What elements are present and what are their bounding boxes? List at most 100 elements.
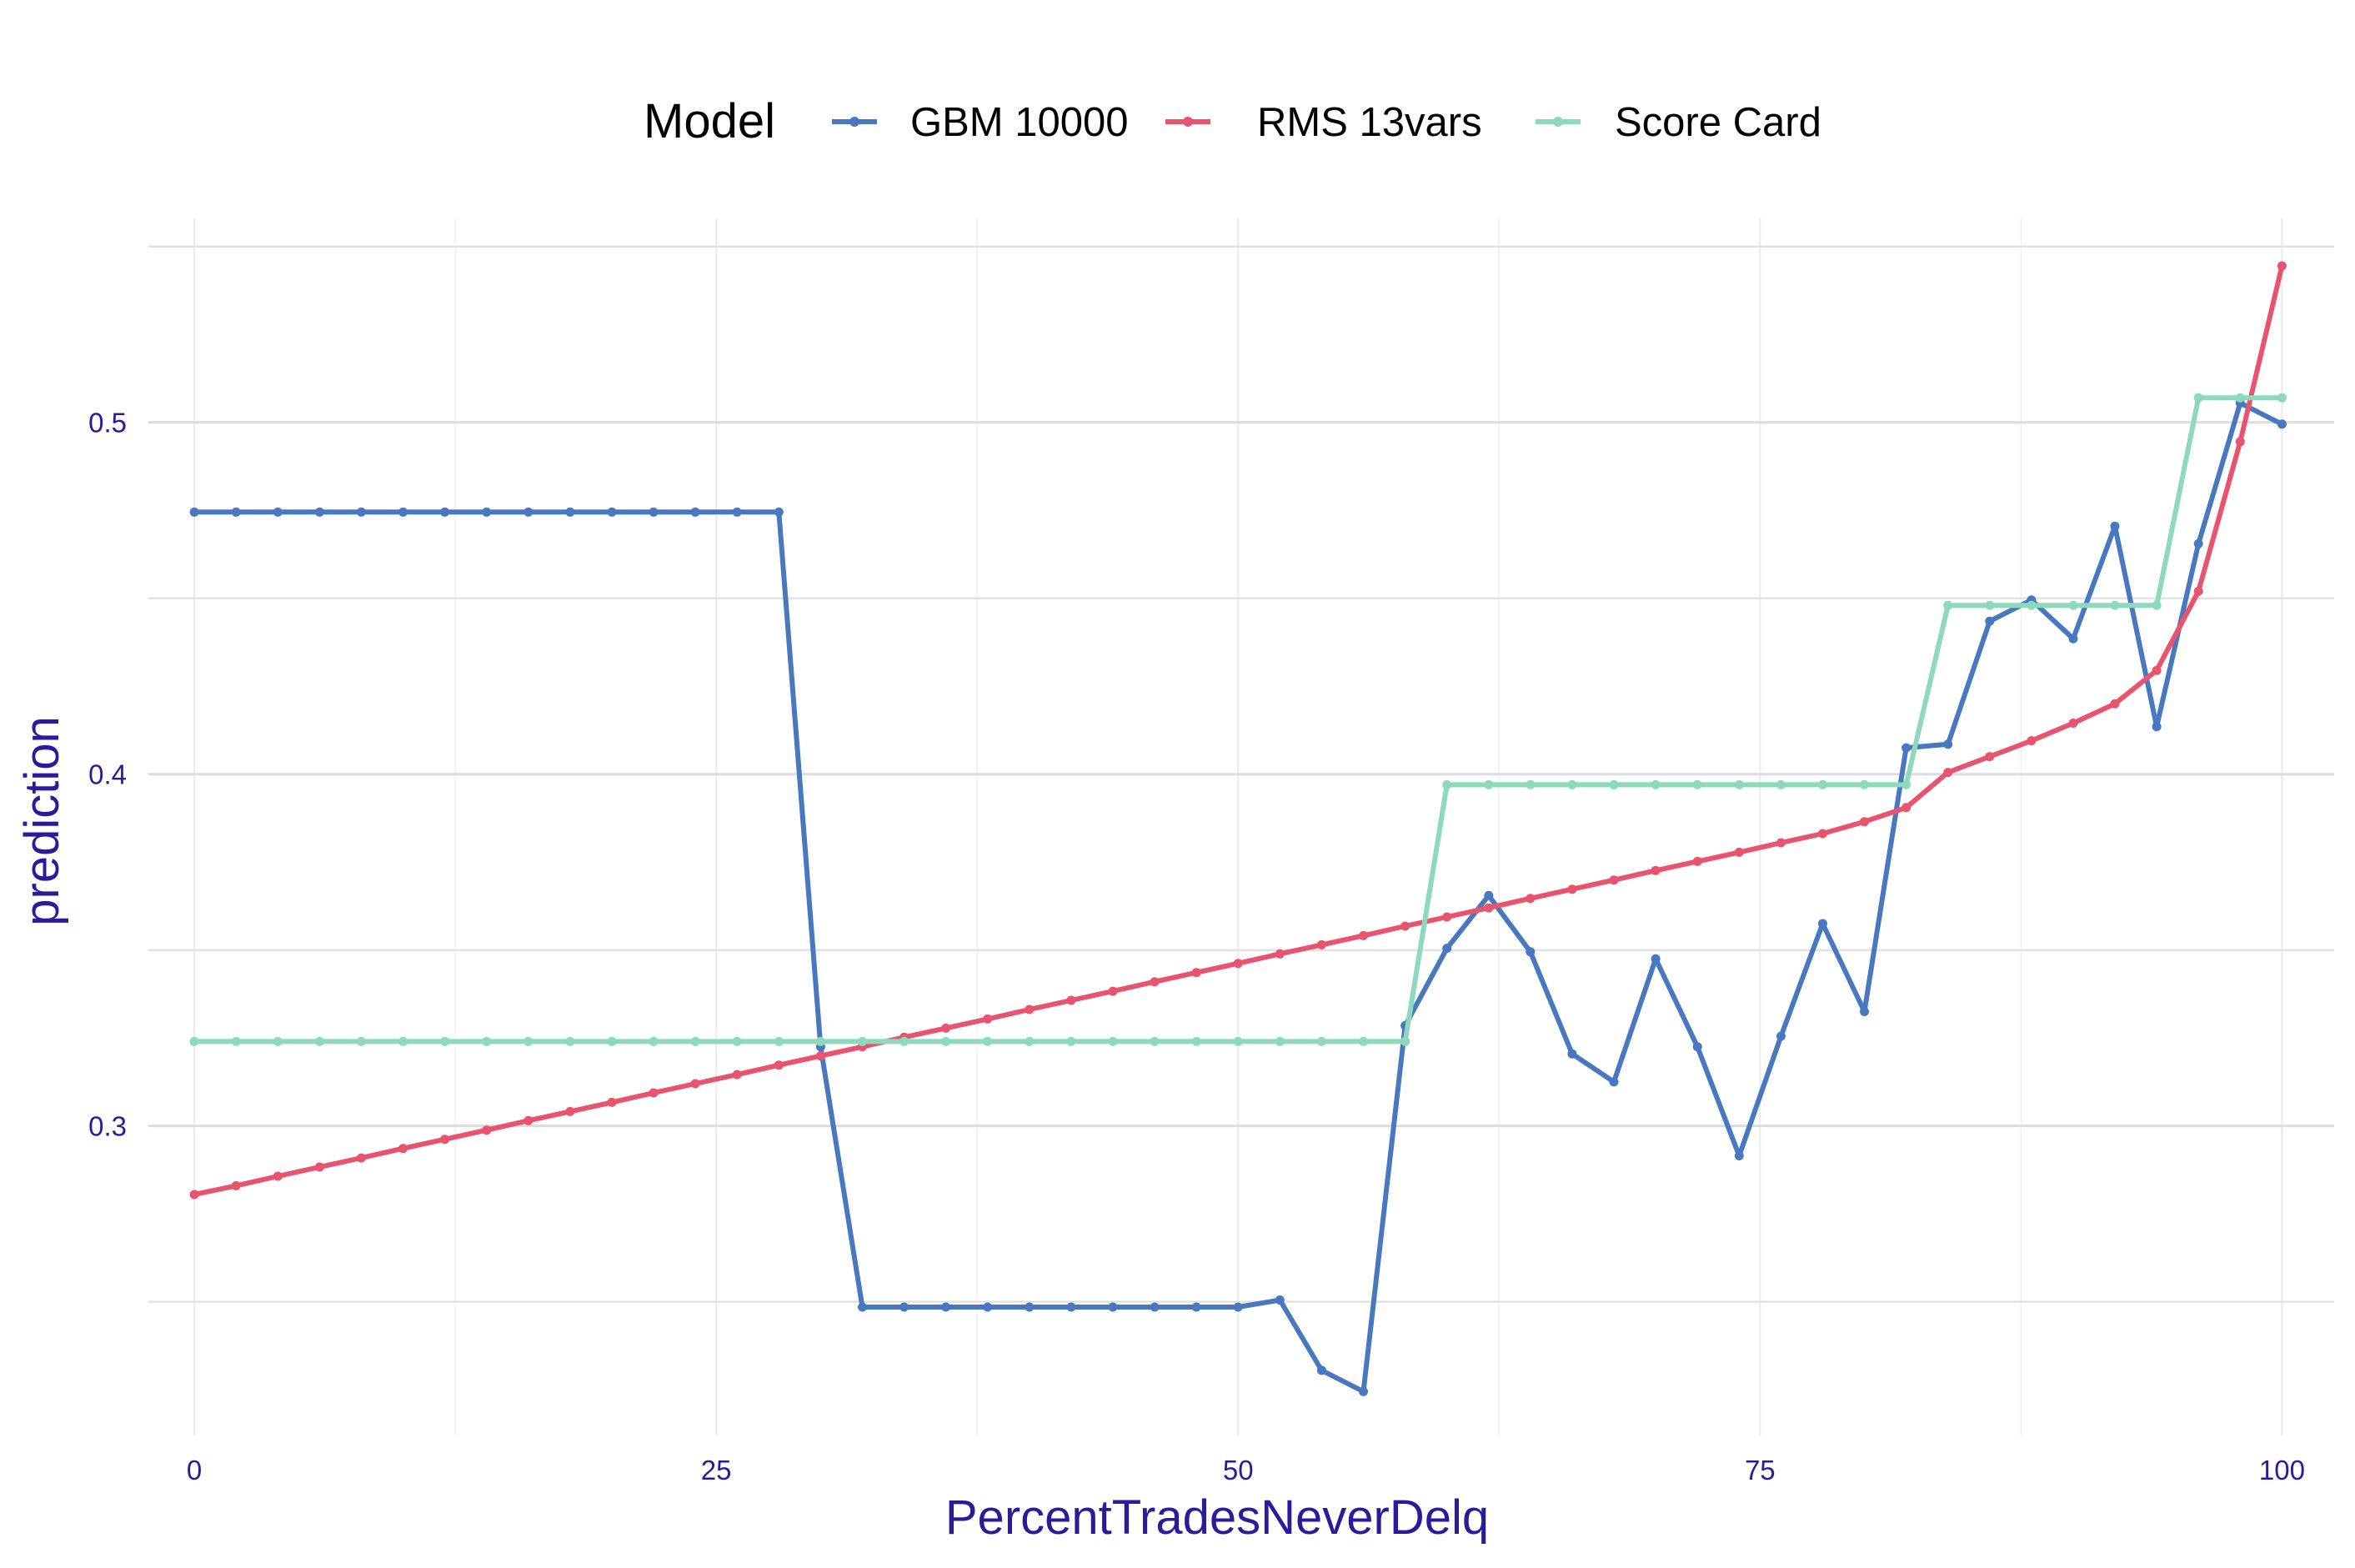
data-point-rms (815, 1051, 825, 1061)
data-point-rms (1484, 903, 1494, 913)
data-point-scorecard (273, 1036, 283, 1046)
legend-marker-rms (1183, 117, 1193, 127)
data-point-scorecard (899, 1036, 909, 1046)
data-point-scorecard (2235, 393, 2245, 403)
data-point-scorecard (1316, 1036, 1326, 1046)
legend-item-scorecard: Score Card (1536, 100, 1821, 145)
data-point-rms (565, 1106, 575, 1116)
data-point-gbm (1108, 1302, 1118, 1312)
data-point-rms (1567, 884, 1577, 894)
legend-label-rms: RMS 13vars (1257, 100, 1482, 145)
data-point-gbm (189, 507, 199, 517)
legend-title: Model (644, 94, 775, 148)
legend-label-gbm: GBM 10000 (910, 100, 1129, 145)
data-point-rms (2152, 665, 2162, 675)
data-point-gbm (899, 1302, 909, 1312)
data-point-scorecard (1025, 1036, 1035, 1046)
data-point-rms (273, 1171, 283, 1181)
data-point-scorecard (398, 1036, 408, 1046)
data-point-gbm (1734, 1151, 1744, 1160)
data-point-rms (1526, 894, 1536, 904)
data-point-rms (774, 1060, 784, 1070)
y-tick-label: 0.3 (88, 1111, 127, 1142)
x-tick-labels: 0 25 50 75 100 (187, 1455, 2305, 1485)
data-point-rms (1191, 968, 1201, 978)
data-point-scorecard (774, 1036, 784, 1046)
data-point-gbm (1985, 616, 1995, 626)
data-point-rms (1776, 838, 1786, 848)
data-point-rms (607, 1097, 617, 1107)
data-point-gbm (607, 507, 617, 517)
data-point-scorecard (1191, 1036, 1201, 1046)
data-point-gbm (1902, 743, 1912, 753)
data-point-rms (1692, 856, 1702, 866)
y-tick-label: 0.4 (88, 759, 127, 790)
data-point-gbm (1651, 954, 1661, 964)
data-point-gbm (1817, 919, 1827, 929)
data-point-scorecard (1776, 779, 1786, 789)
legend-item-gbm: GBM 10000 (832, 100, 1129, 145)
data-point-rms (1860, 817, 1869, 827)
data-point-rms (649, 1088, 659, 1098)
data-point-scorecard (356, 1036, 366, 1046)
data-point-rms (1985, 752, 1995, 762)
series-gbm (189, 398, 2287, 1396)
data-point-gbm (440, 507, 450, 517)
data-point-rms (1400, 921, 1410, 931)
data-point-gbm (1776, 1031, 1786, 1041)
data-point-rms (2235, 437, 2245, 447)
data-point-gbm (1860, 1007, 1869, 1016)
data-point-rms (1609, 875, 1619, 885)
data-point-gbm (732, 507, 742, 517)
data-point-scorecard (1400, 1036, 1410, 1046)
data-point-gbm (1233, 1302, 1243, 1312)
data-point-scorecard (1066, 1036, 1076, 1046)
data-point-gbm (356, 507, 366, 517)
series-rms (189, 261, 2287, 1200)
data-point-scorecard (2152, 600, 2162, 610)
data-point-rms (1233, 959, 1243, 969)
data-point-gbm (2193, 539, 2203, 549)
legend-marker-scorecard (1553, 117, 1563, 127)
data-point-gbm (983, 1302, 993, 1312)
data-point-rms (732, 1070, 742, 1080)
data-point-scorecard (607, 1036, 617, 1046)
data-point-scorecard (482, 1036, 492, 1046)
data-point-gbm (1526, 947, 1536, 957)
y-tick-label: 0.5 (88, 408, 127, 438)
x-tick-label: 100 (2259, 1455, 2305, 1485)
data-point-rms (1359, 930, 1368, 940)
data-point-scorecard (649, 1036, 659, 1046)
data-point-scorecard (524, 1036, 534, 1046)
data-point-gbm (2068, 634, 2078, 644)
data-point-gbm (1442, 944, 1452, 954)
legend-label-scorecard: Score Card (1615, 100, 1821, 145)
data-point-scorecard (2110, 600, 2120, 610)
data-point-rms (1150, 977, 1160, 987)
data-point-rms (1442, 912, 1452, 922)
data-point-rms (231, 1180, 241, 1190)
x-tick-label: 75 (1745, 1455, 1776, 1485)
data-point-scorecard (858, 1036, 867, 1046)
data-point-gbm (2110, 521, 2120, 531)
data-point-rms (2193, 586, 2203, 596)
data-point-gbm (1191, 1302, 1201, 1312)
data-point-scorecard (231, 1036, 241, 1046)
data-point-rms (2027, 736, 2037, 746)
data-point-scorecard (1526, 779, 1536, 789)
data-point-gbm (231, 507, 241, 517)
data-point-gbm (1066, 1302, 1076, 1312)
data-point-gbm (1316, 1365, 1326, 1375)
data-point-scorecard (1692, 779, 1702, 789)
data-point-rms (189, 1190, 199, 1200)
legend-marker-gbm (849, 117, 859, 127)
data-point-rms (356, 1153, 366, 1163)
data-point-rms (1943, 768, 1953, 778)
data-point-scorecard (1275, 1036, 1285, 1046)
data-point-scorecard (1442, 779, 1452, 789)
data-point-gbm (482, 507, 492, 517)
data-point-gbm (398, 507, 408, 517)
data-point-gbm (1150, 1302, 1160, 1312)
data-point-rms (690, 1079, 700, 1089)
data-point-rms (314, 1162, 324, 1172)
